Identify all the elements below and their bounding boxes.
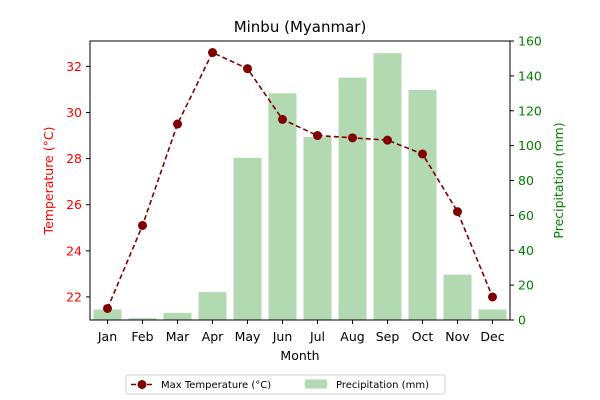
x-axis-label: Month <box>280 348 319 363</box>
right-y-axis: 0 20 40 60 80 100 120 140 160 <box>510 34 542 328</box>
x-tick-label: Oct <box>412 329 434 344</box>
right-y-tick-label: 140 <box>518 68 542 83</box>
precipitation-bar-jan <box>93 309 122 320</box>
x-axis: Jan Feb Mar Apr May Jun Jul Aug Sep Oct Nov Dec <box>97 320 505 344</box>
x-tick-label: Feb <box>131 329 153 344</box>
left-y-tick-label: 32 <box>66 59 82 74</box>
precipitation-bar-aug <box>338 77 367 321</box>
right-y-tick-label: 80 <box>518 173 534 188</box>
precipitation-bar-oct <box>408 89 437 320</box>
precipitation-bar-nov <box>443 274 472 320</box>
precipitation-bar-jul <box>303 136 332 320</box>
chart-title: Minbu (Myanmar) <box>234 18 367 36</box>
x-tick-label: Dec <box>480 329 504 344</box>
temperature-point-may <box>243 64 252 74</box>
x-tick-label: Sep <box>376 329 400 344</box>
left-y-axis: 22 24 26 28 30 32 <box>66 59 90 304</box>
left-y-tick-label: 30 <box>66 105 82 120</box>
left-y-tick-label: 28 <box>66 151 82 166</box>
left-y-tick-label: 24 <box>66 243 82 258</box>
right-y-tick-label: 20 <box>518 278 534 293</box>
right-y-tick-label: 120 <box>518 103 542 118</box>
precipitation-bar-jun <box>268 93 297 320</box>
temperature-point-aug <box>348 133 357 143</box>
precipitation-bar-mar <box>163 313 192 320</box>
right-y-tick-label: 100 <box>518 138 542 153</box>
right-y-tick-label: 0 <box>518 313 526 328</box>
left-y-tick-label: 26 <box>66 197 82 212</box>
temperature-point-oct <box>418 149 427 159</box>
legend-precipitation-label: Precipitation (mm) <box>336 380 429 391</box>
legend-box <box>125 374 446 395</box>
left-y-tick-label: 22 <box>66 289 82 304</box>
temperature-point-dec <box>488 292 497 302</box>
left-axis-label: Temperature (°C) <box>41 127 56 236</box>
right-y-tick-label: 40 <box>518 243 534 258</box>
temperature-point-sep <box>383 135 392 145</box>
temperature-point-jun <box>278 114 287 124</box>
temperature-line <box>103 48 497 313</box>
precipitation-bar-feb <box>128 318 157 320</box>
precipitation-bars <box>93 53 507 321</box>
temperature-point-mar <box>173 119 182 129</box>
legend-temperature-label: Max Temperature (°C) <box>161 380 271 391</box>
precipitation-bar-sep <box>373 53 402 321</box>
x-tick-label: May <box>235 329 261 344</box>
right-y-tick-label: 60 <box>518 208 534 223</box>
precipitation-bar-dec <box>478 309 507 320</box>
legend-line-marker <box>137 380 147 389</box>
legend-bar-swatch <box>305 379 327 389</box>
x-tick-label: Jan <box>97 329 117 344</box>
temperature-point-feb <box>138 220 147 230</box>
right-y-tick-label: 160 <box>518 34 542 49</box>
x-tick-label: Jul <box>309 329 325 344</box>
x-tick-label: Apr <box>202 329 224 344</box>
x-tick-label: Jun <box>272 329 293 344</box>
temperature-point-jan <box>103 303 112 313</box>
x-tick-label: Nov <box>445 329 470 344</box>
x-tick-label: Aug <box>340 329 364 344</box>
precipitation-bar-may <box>233 157 262 320</box>
precipitation-bar-apr <box>198 292 227 320</box>
legend: Max Temperature (°C) Precipitation (mm) <box>125 374 446 395</box>
temperature-point-apr <box>208 48 217 58</box>
temperature-point-nov <box>453 207 462 217</box>
temperature-point-jul <box>313 131 322 141</box>
right-axis-label: Precipitation (mm) <box>551 122 566 238</box>
temperature-line-path <box>106 51 494 309</box>
x-tick-label: Mar <box>166 329 190 344</box>
